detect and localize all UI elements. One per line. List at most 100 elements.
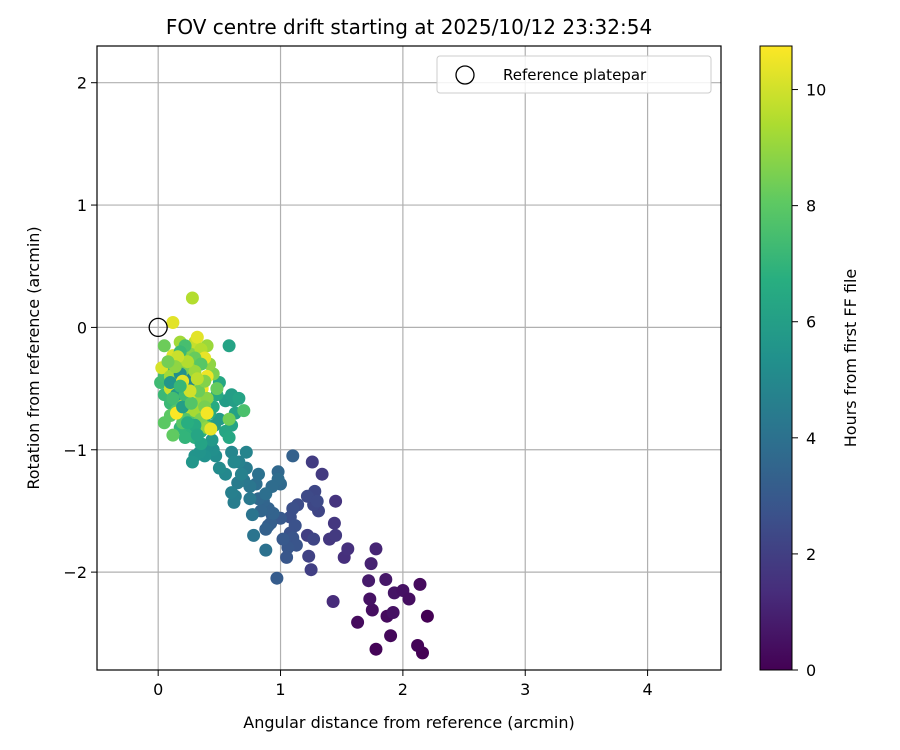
data-point <box>379 573 393 586</box>
data-point <box>259 522 273 536</box>
y-tick-label: −2 <box>63 563 87 582</box>
legend: Reference platepar <box>436 55 712 94</box>
colorbar-tick-label: 10 <box>806 81 826 100</box>
data-point <box>185 455 199 469</box>
data-point <box>305 455 319 469</box>
data-point <box>225 445 239 459</box>
data-point <box>190 372 204 386</box>
data-point <box>173 379 187 393</box>
x-tick-label: 0 <box>153 680 163 699</box>
legend-entry-reference: Reference platepar <box>503 66 647 84</box>
data-point <box>315 467 329 481</box>
data-point <box>234 467 248 481</box>
data-point <box>222 412 236 426</box>
data-point <box>341 542 355 556</box>
data-point <box>183 384 197 398</box>
data-point <box>232 391 246 405</box>
data-point <box>247 528 261 542</box>
data-point <box>204 422 218 436</box>
data-point <box>302 549 316 563</box>
chart-title: FOV centre drift starting at 2025/10/12 … <box>166 15 652 39</box>
data-point <box>222 339 236 353</box>
y-tick-label: 1 <box>77 196 87 215</box>
data-point <box>286 449 300 463</box>
data-point <box>307 532 321 546</box>
x-tick-label: 4 <box>642 680 652 699</box>
data-point <box>384 629 398 643</box>
data-point <box>270 571 284 585</box>
data-point <box>280 550 294 564</box>
data-point <box>166 428 180 442</box>
x-tick-label: 2 <box>398 680 408 699</box>
colorbar-tick-label: 2 <box>806 545 816 564</box>
legend-marker <box>455 65 475 85</box>
reference-point <box>148 317 168 338</box>
data-point <box>212 412 226 426</box>
data-point <box>184 396 198 410</box>
y-tick-label: 0 <box>77 318 87 337</box>
data-point <box>364 557 378 571</box>
data-point <box>225 486 239 500</box>
colorbar-ticks: 0 2 4 6 8 10 <box>792 81 826 680</box>
data-point <box>259 487 273 501</box>
reference-marker <box>148 317 168 338</box>
data-point <box>327 516 341 530</box>
data-point <box>157 416 171 430</box>
data-point <box>363 592 377 606</box>
data-point <box>329 494 343 508</box>
data-point <box>227 455 241 469</box>
y-axis-label: Rotation from reference (arcmin) <box>24 226 43 489</box>
data-point <box>402 592 416 606</box>
x-axis-label: Angular distance from reference (arcmin) <box>243 713 574 732</box>
colorbar-tick-label: 0 <box>806 661 816 680</box>
data-point <box>181 355 194 369</box>
data-point <box>413 577 427 591</box>
data-point <box>369 642 383 656</box>
y-tick-label: −1 <box>63 441 87 460</box>
data-point <box>239 445 253 459</box>
colorbar: 0 2 4 6 8 10 Hours from first FF file <box>759 45 860 680</box>
x-tick-label: 3 <box>520 680 530 699</box>
colorbar-gradient <box>759 45 793 671</box>
data-point <box>365 603 379 617</box>
data-point <box>369 542 383 556</box>
data-point <box>227 495 241 509</box>
x-axis-ticks: 0 1 2 3 4 <box>153 670 653 699</box>
data-point <box>161 355 175 369</box>
data-point <box>166 316 180 329</box>
data-point <box>259 543 273 557</box>
data-point <box>386 606 400 619</box>
colorbar-tick-label: 6 <box>806 313 816 332</box>
data-point <box>300 489 314 503</box>
data-point <box>166 391 180 405</box>
y-tick-label: 2 <box>77 74 87 93</box>
data-point <box>190 330 204 344</box>
data-point <box>237 404 251 418</box>
colorbar-tick-label: 4 <box>806 429 816 448</box>
data-point <box>310 494 324 508</box>
data-point <box>329 528 343 542</box>
data-point <box>210 382 224 396</box>
data-point <box>351 615 365 629</box>
data-point <box>243 492 257 506</box>
plot-frame <box>96 45 722 671</box>
data-point <box>185 291 199 305</box>
legend-box <box>436 55 712 94</box>
data-point <box>276 532 290 546</box>
data-point <box>304 563 318 577</box>
data-point <box>171 350 185 364</box>
data-point <box>205 433 219 447</box>
data-point <box>212 461 226 475</box>
data-point <box>411 639 425 652</box>
x-tick-label: 1 <box>275 680 285 699</box>
colorbar-label: Hours from first FF file <box>841 269 860 448</box>
data-point <box>163 376 177 389</box>
data-point <box>326 595 340 608</box>
data-point <box>181 416 194 430</box>
data-points <box>154 291 434 660</box>
colorbar-tick-label: 8 <box>806 197 816 216</box>
data-point <box>252 467 265 481</box>
data-point <box>157 339 171 353</box>
data-point <box>190 428 204 442</box>
